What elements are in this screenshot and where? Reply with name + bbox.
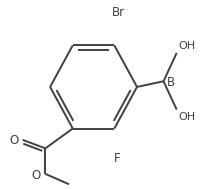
Text: OH: OH <box>179 112 196 122</box>
Text: F: F <box>114 152 121 165</box>
Text: O: O <box>10 134 19 147</box>
Text: Br: Br <box>112 6 125 19</box>
Text: OH: OH <box>179 41 196 51</box>
Text: B: B <box>167 76 175 89</box>
Text: O: O <box>32 169 41 182</box>
